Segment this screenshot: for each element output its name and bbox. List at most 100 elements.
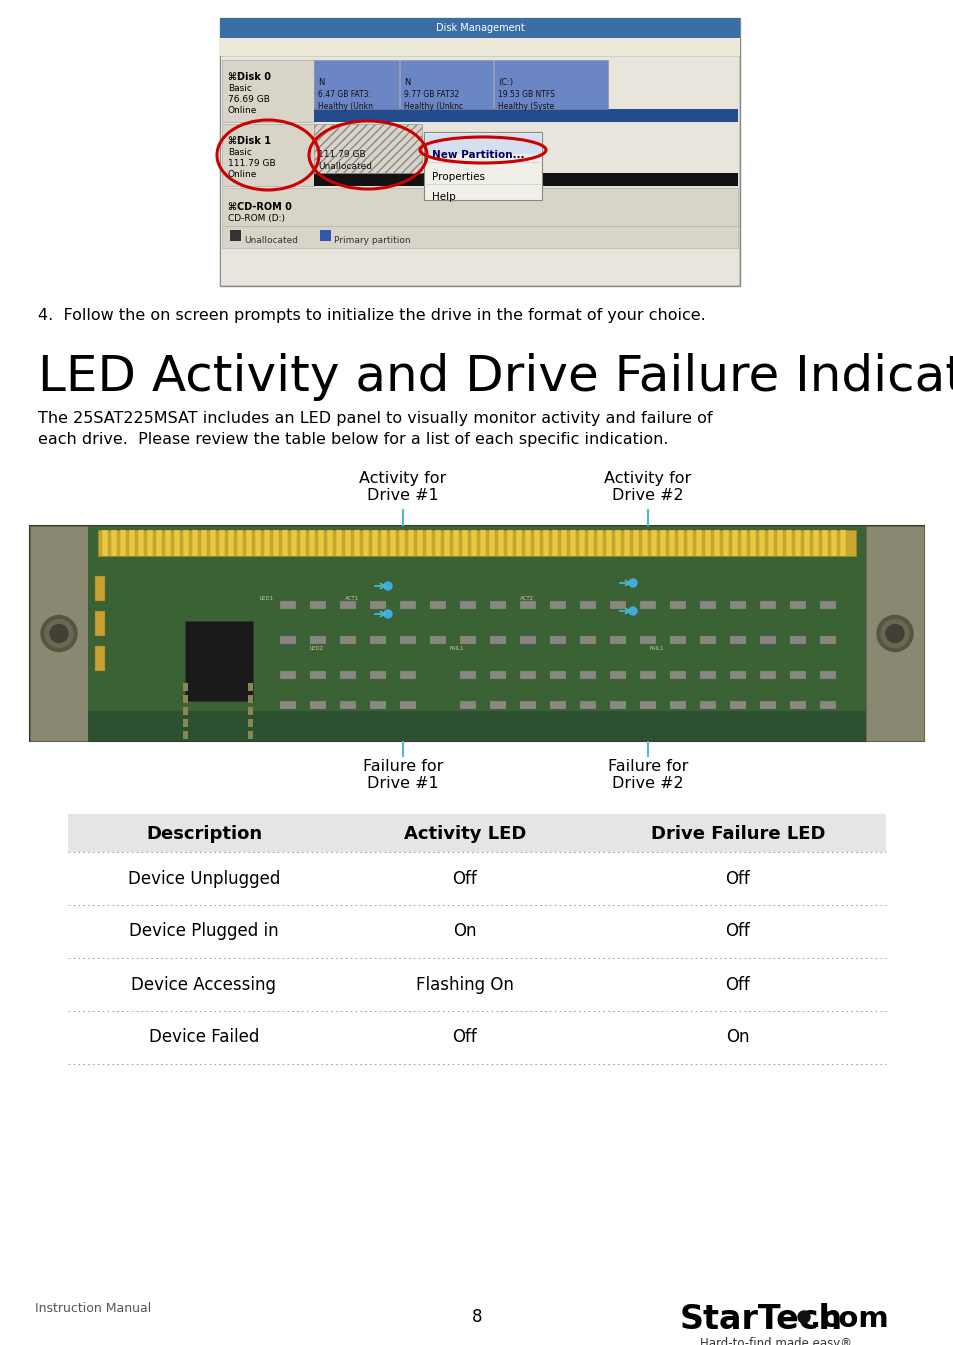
Bar xyxy=(399,61,493,109)
Text: 76.69 GB: 76.69 GB xyxy=(228,95,270,104)
Text: Unallocated: Unallocated xyxy=(244,235,297,245)
Bar xyxy=(587,530,594,555)
Bar xyxy=(273,530,278,555)
Bar xyxy=(519,601,536,609)
Bar xyxy=(820,701,835,709)
Text: N: N xyxy=(403,78,410,87)
Text: LED1: LED1 xyxy=(260,596,274,601)
Bar xyxy=(354,530,359,555)
Bar xyxy=(639,701,656,709)
Text: .com: .com xyxy=(809,1305,887,1333)
Text: Off: Off xyxy=(725,923,750,940)
Bar xyxy=(280,636,295,644)
Text: On: On xyxy=(725,1029,749,1046)
Bar xyxy=(248,695,253,703)
Text: Activity LED: Activity LED xyxy=(403,824,526,843)
Text: Drive Failure LED: Drive Failure LED xyxy=(650,824,824,843)
Bar xyxy=(534,530,539,555)
Bar xyxy=(461,530,468,555)
Bar xyxy=(489,530,495,555)
Bar xyxy=(609,601,625,609)
Bar xyxy=(345,530,351,555)
Bar xyxy=(579,636,596,644)
Text: Unallocated: Unallocated xyxy=(317,161,372,171)
Bar xyxy=(686,530,692,555)
Bar xyxy=(639,671,656,679)
Bar xyxy=(760,636,775,644)
Bar xyxy=(497,530,503,555)
Bar xyxy=(370,636,386,644)
Bar xyxy=(363,530,369,555)
Bar xyxy=(95,611,105,636)
Bar xyxy=(156,530,162,555)
Bar xyxy=(760,671,775,679)
Text: 111.79 GB: 111.79 GB xyxy=(317,151,365,159)
Bar xyxy=(314,124,421,174)
Text: Online: Online xyxy=(228,169,257,179)
Text: Activity for
Drive #1: Activity for Drive #1 xyxy=(359,471,446,503)
Bar xyxy=(426,530,432,555)
Bar xyxy=(459,636,476,644)
Bar xyxy=(560,530,566,555)
Bar xyxy=(490,636,505,644)
Text: ACT2: ACT2 xyxy=(519,596,534,601)
Bar xyxy=(220,17,740,286)
Text: 4.  Follow the on screen prompts to initialize the drive in the format of your c: 4. Follow the on screen prompts to initi… xyxy=(38,308,705,323)
Text: Description: Description xyxy=(146,824,262,843)
Bar xyxy=(479,530,485,555)
Bar xyxy=(524,530,531,555)
Bar xyxy=(173,530,180,555)
Bar xyxy=(219,530,225,555)
Text: CD-ROM (D:): CD-ROM (D:) xyxy=(228,214,285,223)
Bar xyxy=(399,636,416,644)
Bar xyxy=(222,188,738,226)
Bar xyxy=(729,601,745,609)
Bar xyxy=(424,134,540,153)
Bar xyxy=(578,530,584,555)
Bar xyxy=(519,636,536,644)
Text: Off: Off xyxy=(452,1029,476,1046)
Bar xyxy=(183,683,188,691)
Text: Properties: Properties xyxy=(432,172,484,182)
Bar xyxy=(339,636,355,644)
Text: 8: 8 xyxy=(471,1307,482,1326)
Text: N: N xyxy=(317,78,324,87)
Circle shape xyxy=(797,1311,809,1323)
Circle shape xyxy=(880,620,908,647)
Bar xyxy=(669,601,685,609)
Bar xyxy=(280,701,295,709)
Text: Instruction Manual: Instruction Manual xyxy=(35,1302,152,1315)
Text: Disk Management: Disk Management xyxy=(436,23,524,34)
Bar xyxy=(579,671,596,679)
Text: Healthy (Unknc: Healthy (Unknc xyxy=(403,102,462,112)
Text: New Partition...: New Partition... xyxy=(432,151,524,160)
Bar xyxy=(299,530,306,555)
Bar xyxy=(282,530,288,555)
Bar xyxy=(803,530,809,555)
Text: FAIL1: FAIL1 xyxy=(450,646,464,651)
Bar xyxy=(812,530,818,555)
Text: Off: Off xyxy=(725,975,750,994)
Bar xyxy=(749,530,755,555)
Bar xyxy=(609,636,625,644)
Bar xyxy=(314,61,398,109)
Bar xyxy=(327,530,333,555)
Bar xyxy=(615,530,620,555)
Bar xyxy=(579,701,596,709)
Circle shape xyxy=(50,624,68,643)
Bar xyxy=(713,530,720,555)
Bar xyxy=(335,530,341,555)
Bar xyxy=(789,701,805,709)
Bar xyxy=(471,530,476,555)
Bar xyxy=(390,530,395,555)
Bar xyxy=(550,601,565,609)
Bar xyxy=(220,38,740,56)
Bar xyxy=(165,530,171,555)
Bar xyxy=(236,530,243,555)
Bar xyxy=(88,712,865,741)
Bar xyxy=(785,530,791,555)
Bar xyxy=(700,671,716,679)
Bar xyxy=(623,530,629,555)
Bar xyxy=(506,530,513,555)
Circle shape xyxy=(628,607,637,615)
